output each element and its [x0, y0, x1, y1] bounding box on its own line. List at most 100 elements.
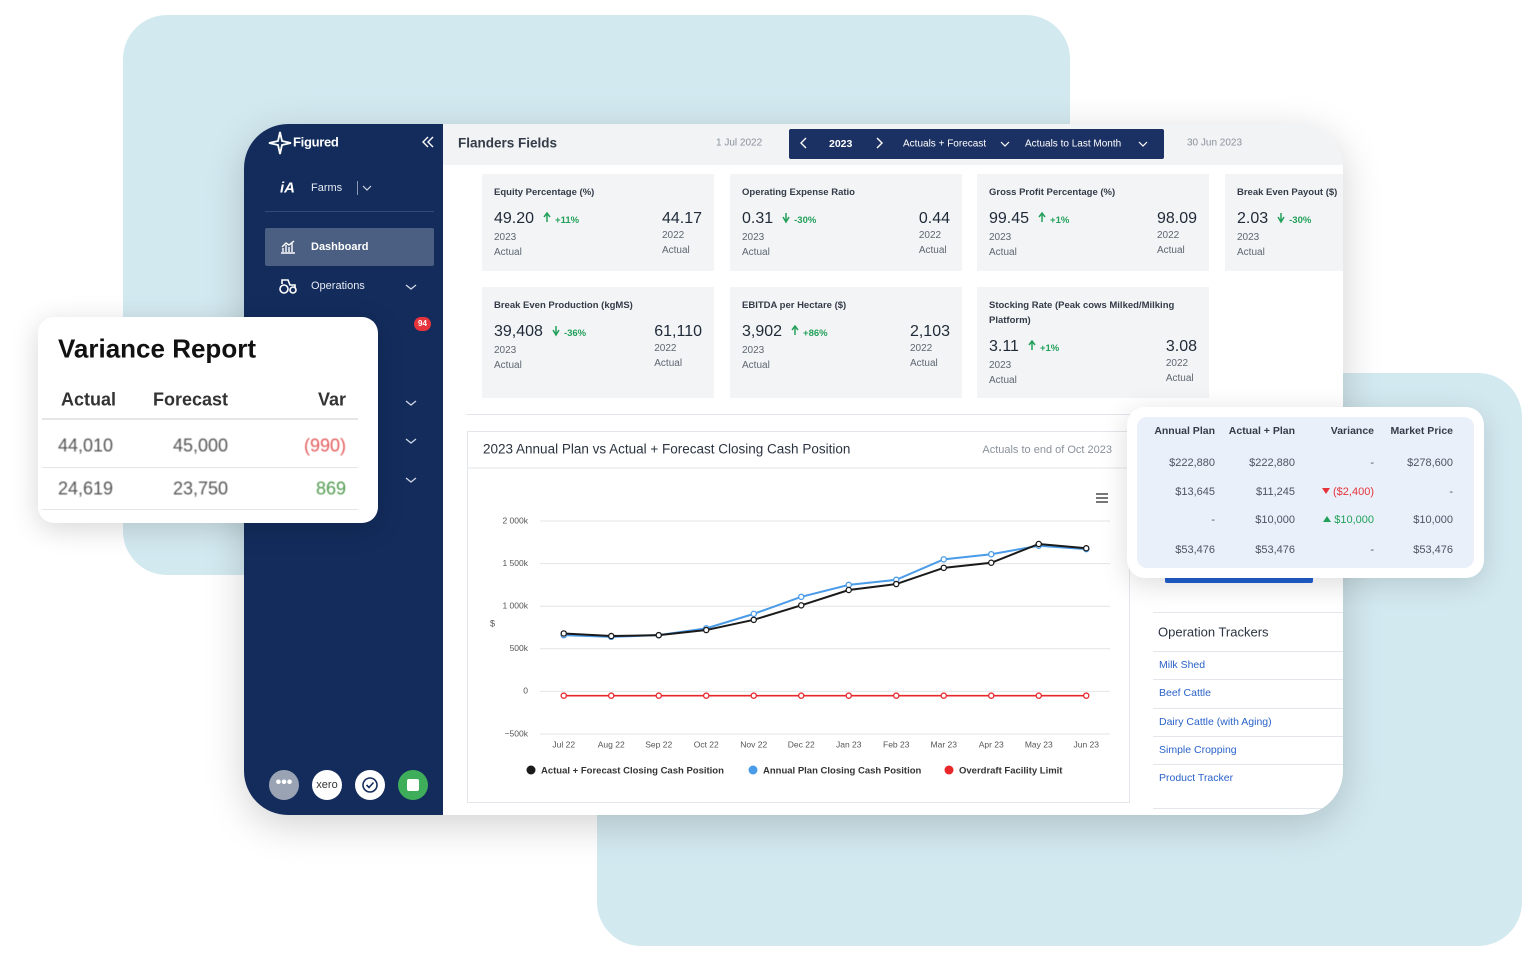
kpi-row: 2.03 -30% 2023 Actual	[1237, 209, 1343, 260]
app-button[interactable]: xero	[312, 770, 342, 800]
kpi-prior: 98.09 2022 Actual	[1157, 209, 1197, 260]
cell: -	[1370, 457, 1374, 469]
cell: $11,245	[1256, 486, 1295, 498]
tracker-link[interactable]: Simple Cropping	[1159, 743, 1237, 756]
kpi-year: 2023	[742, 232, 765, 243]
tracker-link[interactable]: Milk Shed	[1159, 659, 1206, 671]
chevron[interactable]	[1000, 140, 1010, 148]
chevron[interactable]	[362, 184, 372, 192]
legend-marker	[526, 765, 536, 775]
kpi-value-line: 99.45 +1%	[989, 209, 1069, 231]
badge: 94	[414, 317, 431, 331]
prev-year[interactable]	[799, 137, 809, 149]
kpi-prior-value: 61,110	[654, 323, 702, 340]
kpi-prior-value: 44.17	[661, 210, 702, 227]
kpi-change: +86%	[803, 328, 828, 339]
x-tick-label: Mar 23	[931, 739, 958, 749]
x-tick-label: Jan 23	[836, 739, 862, 749]
cell: $10,000	[1323, 514, 1374, 526]
y-tick-label: 2 000k	[502, 515, 528, 525]
kpi-basis: Actual	[742, 359, 770, 371]
farms-selector[interactable]: Farms	[311, 182, 343, 194]
chevron[interactable]	[405, 283, 417, 291]
kpi-value-line: 0.31 -30%	[742, 209, 816, 231]
chevron[interactable]	[405, 476, 417, 484]
series-line	[563, 542, 1087, 638]
data-point	[797, 692, 805, 699]
divider	[265, 211, 434, 212]
kpi-prior-year: 2022	[654, 343, 677, 354]
kpi-basis: Actual	[742, 246, 770, 258]
more-button[interactable]: •••	[269, 770, 299, 800]
column-header: Var	[317, 389, 346, 410]
period-select[interactable]: Actuals to Last Month	[1025, 138, 1122, 150]
cell: -	[1370, 544, 1374, 556]
trend-arrow	[791, 324, 799, 335]
kpi-value: 3.11	[989, 338, 1019, 355]
data-point	[845, 586, 852, 594]
kpi-basis: Actual	[494, 246, 522, 258]
view-select[interactable]: Actuals + Forecast	[903, 138, 987, 150]
tracker-link[interactable]: Beef Cattle	[1159, 687, 1211, 700]
kpi-title: Break Even Production (kgMS)	[494, 300, 633, 311]
sidebar: Figured iA Farms Dashboard Operations 94…	[244, 124, 443, 815]
cell: $222,880	[1169, 457, 1215, 469]
kpi-prior-value: 2,103	[909, 323, 950, 340]
data-point	[655, 692, 662, 699]
check-button[interactable]	[355, 770, 385, 800]
data-point	[1035, 540, 1043, 548]
kpi-change: -30%	[1289, 215, 1312, 226]
kpi-value: 49.20	[494, 210, 535, 227]
kpi-value-line: 3,902 +86%	[742, 322, 828, 344]
x-tick-label: Jun 23	[1073, 739, 1099, 749]
tracker-row	[1153, 679, 1343, 707]
cell: $13,645	[1175, 486, 1215, 498]
variance-report: Variance Report Actual Forecast Var 44,010 4…	[38, 317, 378, 523]
chat-button[interactable]	[398, 770, 428, 800]
kpi-row: 0.31 -30% 2023 Actual 0.44 2022 Actual	[742, 209, 950, 260]
cell: $10,000	[1413, 514, 1453, 526]
kpi-title: Stocking Rate (Peak cows Milked/Milking …	[989, 300, 1175, 326]
trend-arrow	[1038, 211, 1046, 222]
triangle	[1323, 516, 1332, 522]
kpi-prior-basis: Actual	[918, 244, 947, 256]
kpi-value: 0.31	[742, 210, 774, 227]
column-header: Annual Plan	[1154, 425, 1215, 437]
cell: -	[1449, 486, 1453, 498]
arrow-path	[1038, 211, 1046, 222]
collapse[interactable]	[421, 135, 435, 149]
kpi-prior-basis: Actual	[1156, 244, 1185, 256]
data-point	[607, 632, 615, 640]
nav-item[interactable]: Operations	[311, 280, 365, 292]
cell: (990)	[303, 435, 346, 456]
tracker-link[interactable]: Dairy Cattle (with Aging)	[1159, 715, 1272, 728]
arrow-path	[543, 211, 551, 222]
chevron[interactable]	[1138, 140, 1148, 148]
kpi-card: EBITDA per Hectare ($) 3,902 +86% 2023 Actua…	[730, 287, 962, 398]
nav-item[interactable]: Dashboard	[311, 241, 369, 253]
kpi-basis: Actual	[989, 374, 1017, 386]
cell: $10,000	[1255, 514, 1295, 526]
kpi-prior-value: 98.09	[1156, 210, 1197, 227]
x-tick-label: Apr 23	[979, 739, 1004, 749]
trend-arrow	[1028, 339, 1036, 350]
column-header: Market Price	[1390, 425, 1453, 437]
column-header: Variance	[1330, 425, 1374, 437]
kpi-prior: 0.44 2022 Actual	[919, 209, 950, 260]
chevron[interactable]	[405, 399, 417, 407]
kpi-card: Operating Expense Ratio 0.31 -30% 2023 Actua…	[730, 174, 962, 271]
nav-active[interactable]	[265, 228, 434, 266]
trend-marker	[1322, 488, 1331, 494]
kpi-title: Break Even Payout ($)	[1237, 187, 1338, 198]
kpi-current: 49.20 +11% 2023 Actual	[494, 209, 579, 260]
tracker-link[interactable]: Product Tracker	[1159, 772, 1234, 785]
cell-text: -	[1370, 544, 1374, 556]
tracker-row	[1153, 651, 1343, 679]
kpi-current: 99.45 +1% 2023 Actual	[989, 209, 1069, 260]
data-point	[940, 692, 947, 699]
kpi-prior: 3.08 2022 Actual	[1166, 337, 1197, 388]
data-point	[797, 602, 805, 609]
data-point	[750, 692, 757, 699]
next-year[interactable]	[874, 137, 884, 149]
chevron[interactable]	[405, 437, 417, 445]
